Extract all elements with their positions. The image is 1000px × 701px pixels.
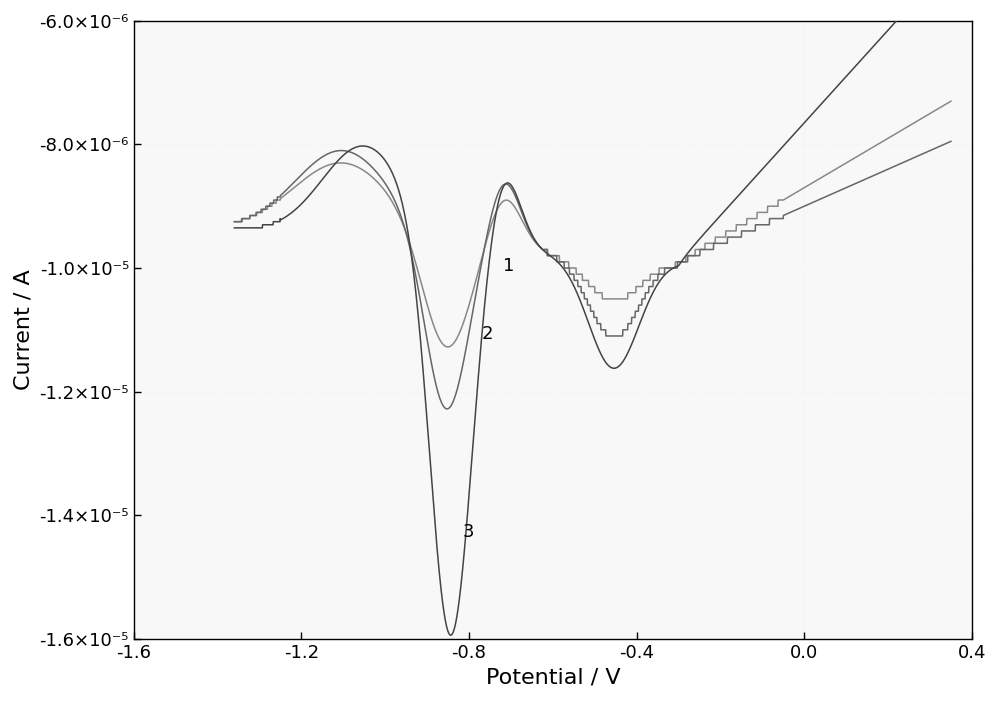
- Text: 3: 3: [463, 523, 474, 540]
- Text: 1: 1: [503, 257, 514, 275]
- Text: 2: 2: [482, 325, 493, 343]
- X-axis label: Potential / V: Potential / V: [486, 667, 620, 687]
- Y-axis label: Current / A: Current / A: [14, 269, 34, 390]
